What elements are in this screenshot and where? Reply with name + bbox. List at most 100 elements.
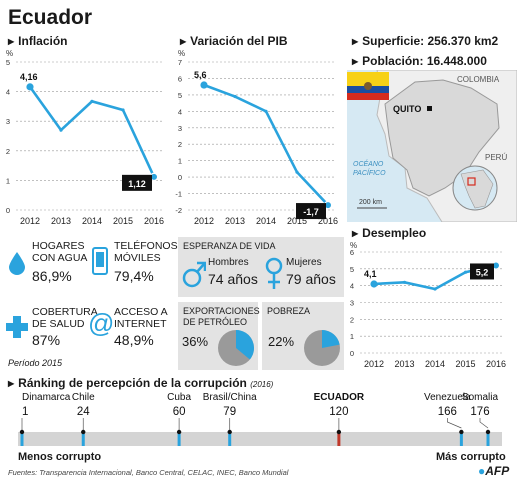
life-expectancy-box: ESPERANZA DE VIDA Hombres 74 años Mujere…	[178, 237, 344, 297]
data-label-box	[296, 203, 326, 220]
ecuador-flag-icon	[347, 72, 389, 100]
phones-label: TELÉFONOS MÓVILES	[114, 240, 178, 264]
phones-value: 79,4%	[114, 268, 154, 284]
internet-label: ACCESO A INTERNET	[114, 306, 168, 330]
rank-marker	[337, 432, 341, 446]
surface-text: ▶ Superficie: 256.370 km2	[352, 34, 499, 48]
ocean-label: OCÉANO	[353, 159, 384, 168]
y-tick-label: 5	[350, 265, 354, 274]
inflation-chart: % 0 1 2 3 4 5 2012 2013 2014 2015 2016 4,16 1,12	[6, 49, 164, 226]
rank-country-label: Cuba	[167, 392, 191, 403]
unit-label: %	[350, 241, 357, 250]
rank-value-label: 1	[22, 406, 28, 418]
triangle-icon: ▶	[180, 37, 187, 46]
triangle-icon: ▶	[352, 229, 359, 238]
x-tick-label: 2016	[486, 359, 506, 369]
rank-marker	[81, 432, 85, 446]
ocean-label-2: PACÍFICO	[353, 168, 386, 177]
poverty-pie-chart	[304, 330, 340, 366]
oil-heading: EXPORTACIONES DE PETRÓLEO	[183, 306, 260, 327]
data-point	[370, 280, 378, 288]
triangle-icon: ▶	[8, 37, 15, 46]
rank-country-label: Somalia	[462, 392, 499, 403]
women-label: Mujeres	[286, 257, 322, 268]
pib-chart: % -2 -1 0 1 2 3 4 5 6 7 2012 2013 2014 2015 2016 5,6 -1,7	[175, 49, 338, 226]
oil-pie-chart	[218, 330, 254, 366]
y-tick-label: 2	[6, 147, 10, 156]
data-label: 5,6	[194, 70, 207, 80]
pib-heading: ▶ Variación del PIB	[180, 34, 288, 48]
rank-value-label: 176	[470, 406, 489, 418]
rank-value-label: 60	[173, 406, 186, 418]
min-label: Menos corrupto	[18, 451, 102, 463]
pie-value-slice	[236, 330, 254, 360]
rank-dot	[336, 429, 342, 435]
x-tick-label: 2013	[225, 216, 245, 226]
globe-inset-icon	[452, 165, 498, 211]
y-tick-label: 4	[178, 107, 182, 116]
male-symbol-icon	[182, 261, 206, 288]
page-title: Ecuador	[8, 6, 93, 29]
data-label-box	[470, 263, 494, 280]
y-tick-label: 6	[178, 74, 182, 83]
corruption-ranking-chart: Dinamarca 1 Chile 24 Cuba 60 Brasil/China 79 ECU…	[18, 392, 502, 446]
triangle-icon: ▶	[352, 57, 359, 66]
unit-label: %	[6, 49, 13, 58]
data-point	[233, 94, 237, 99]
data-point	[402, 280, 407, 284]
rank-value-label: 120	[329, 406, 348, 418]
rank-dot	[485, 429, 491, 435]
y-tick-label: 5	[6, 58, 10, 67]
y-tick-label: 3	[350, 299, 354, 308]
x-tick-label: 2012	[194, 216, 214, 226]
x-tick-label: 2013	[394, 359, 414, 369]
internet-value: 48,9%	[114, 332, 154, 348]
unemployment-heading: ▶ Desempleo	[352, 226, 427, 240]
water-value: 86,9%	[32, 268, 72, 284]
data-point	[433, 287, 437, 291]
at-sign-icon: @	[88, 308, 115, 338]
series-line	[203, 83, 329, 206]
life-heading: ESPERANZA DE VIDA	[183, 241, 276, 251]
men-value: 74 años	[208, 271, 258, 287]
data-label: 4,1	[364, 269, 377, 279]
y-tick-label: 5	[178, 91, 182, 100]
x-tick-label: 2012	[20, 216, 40, 226]
ranking-bar	[18, 432, 502, 446]
rank-marker	[20, 432, 24, 446]
data-point	[463, 270, 468, 274]
oil-exports-box: EXPORTACIONES DE PETRÓLEO 36%	[178, 302, 260, 370]
unit-label: %	[178, 49, 185, 58]
x-tick-label: 2013	[51, 216, 71, 226]
female-symbol-icon	[265, 257, 283, 289]
data-point	[264, 109, 268, 113]
x-tick-label: 2015	[287, 216, 307, 226]
y-tick-label: 2	[178, 140, 182, 149]
data-label: -1,7	[303, 207, 319, 217]
women-value: 79 años	[286, 271, 336, 287]
x-tick-label: 2016	[318, 216, 338, 226]
colombia-label: COLOMBIA	[457, 75, 500, 84]
poverty-heading: POBREZA	[267, 306, 311, 316]
rank-leader-line	[447, 418, 462, 429]
peru-label: PERÚ	[485, 153, 507, 162]
x-tick-label: 2012	[364, 359, 384, 369]
rank-marker	[228, 432, 232, 446]
y-tick-label: 4	[6, 88, 10, 97]
data-label-box	[122, 174, 152, 191]
health-cross-icon	[6, 316, 28, 338]
x-tick-label: 2014	[82, 216, 102, 226]
water-label: HOGARES CON AGUA	[32, 240, 88, 264]
poverty-box: POBREZA 22%	[262, 302, 344, 370]
x-tick-label: 2014	[425, 359, 445, 369]
ecuador-map: QUITO COLOMBIA PERÚ OCÉANO PACÍFICO 200 …	[347, 70, 517, 222]
rank-dot	[81, 429, 86, 435]
max-label: Más corrupto	[436, 451, 506, 463]
y-tick-label: 0	[178, 173, 182, 182]
y-tick-label: 1	[350, 332, 354, 341]
rank-country-label: Brasil/China	[203, 392, 257, 403]
rank-country-label: Venezuela	[424, 392, 471, 403]
population-text: ▶ Población: 16.448.000	[352, 54, 487, 68]
health-label: COBERTURA DE SALUD	[32, 306, 98, 330]
y-tick-label: 0	[350, 349, 354, 358]
